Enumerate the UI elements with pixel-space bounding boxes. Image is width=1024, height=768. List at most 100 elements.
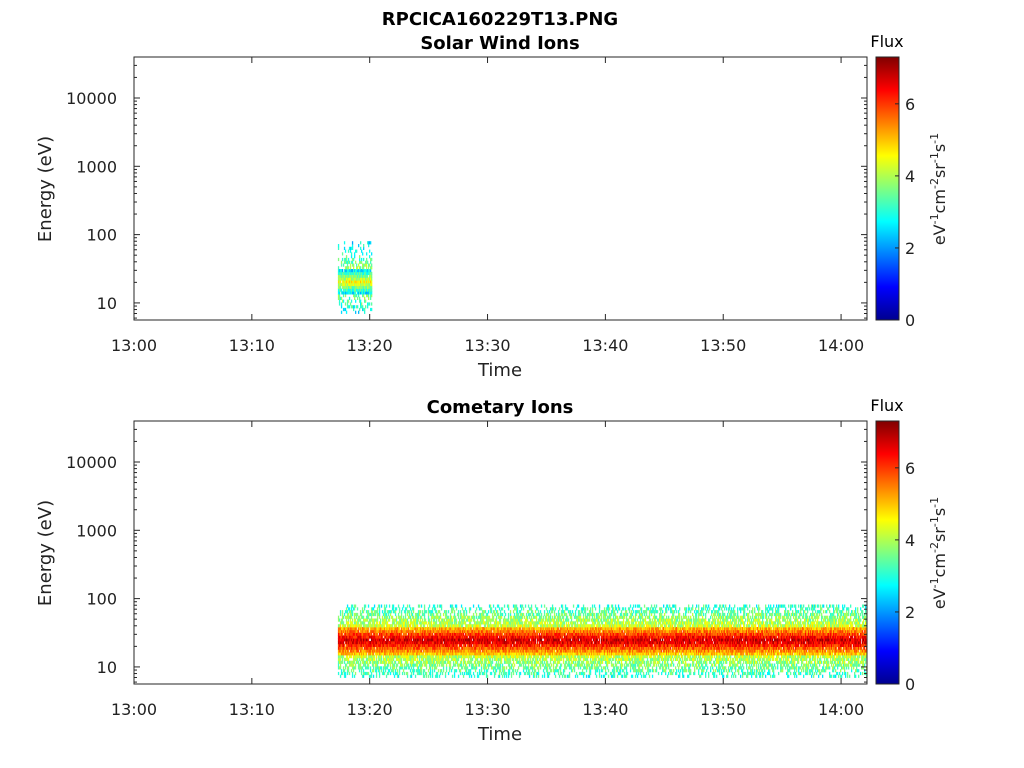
flux-cell <box>551 624 554 628</box>
flux-cell <box>474 624 477 628</box>
flux-cell <box>433 669 436 673</box>
flux-cell <box>530 660 533 664</box>
flux-cell <box>358 627 361 631</box>
flux-cell <box>487 618 490 622</box>
flux-cell <box>448 669 451 673</box>
flux-cell <box>444 674 447 678</box>
flux-cell <box>360 277 362 281</box>
flux-cell <box>404 638 407 642</box>
flux-cell <box>337 657 340 661</box>
flux-cell <box>450 635 453 639</box>
flux-cell <box>412 671 415 676</box>
flux-cell <box>433 643 436 647</box>
flux-cell <box>353 285 355 289</box>
flux-cell <box>473 635 476 639</box>
flux-cell <box>346 624 349 628</box>
flux-cell <box>428 618 431 622</box>
flux-cell <box>361 282 363 287</box>
flux-cell <box>366 641 369 645</box>
flux-cell <box>382 649 385 653</box>
flux-cell <box>338 629 341 633</box>
flux-cell <box>503 627 506 631</box>
flux-cell <box>512 610 515 614</box>
flux-cell <box>515 660 518 664</box>
flux-cell <box>486 635 489 639</box>
flux-cell <box>361 260 363 264</box>
flux-cell <box>460 635 463 639</box>
flux-cell <box>540 624 543 628</box>
flux-cell <box>546 666 549 670</box>
flux-cell <box>409 621 412 625</box>
flux-cell <box>423 618 426 622</box>
flux-cell <box>472 643 475 647</box>
flux-cell <box>392 629 395 633</box>
flux-cell <box>504 652 507 656</box>
flux-cell <box>432 615 435 619</box>
flux-cell <box>543 632 546 636</box>
flux-cell <box>395 671 398 676</box>
flux-cell <box>343 271 346 275</box>
flux-cell <box>543 660 546 664</box>
flux-cell <box>550 649 553 653</box>
flux-cell <box>342 285 345 289</box>
flux-cell <box>354 280 356 284</box>
flux-cell <box>374 666 377 670</box>
flux-cell <box>459 649 462 653</box>
flux-cell <box>352 635 355 639</box>
flux-cell <box>339 271 342 275</box>
flux-cell <box>475 624 478 628</box>
flux-cell <box>404 646 407 650</box>
flux-cell <box>472 612 475 617</box>
flux-cell <box>501 674 504 678</box>
flux-cell <box>468 632 471 636</box>
flux-cell <box>426 629 429 633</box>
flux-cell <box>349 610 352 614</box>
flux-cell <box>454 624 457 628</box>
flux-cell <box>368 296 370 300</box>
flux-cell <box>346 671 349 676</box>
flux-cell <box>561 635 564 639</box>
flux-cell <box>439 649 442 653</box>
flux-cell <box>357 638 360 642</box>
flux-cell <box>340 652 343 656</box>
flux-cell <box>489 629 492 633</box>
flux-cell <box>353 629 356 633</box>
flux-cell <box>448 638 451 642</box>
flux-cell <box>459 641 462 645</box>
flux-cell <box>350 274 353 278</box>
flux-cell <box>497 666 500 670</box>
flux-cell <box>404 635 407 639</box>
flux-cell <box>499 615 502 619</box>
flux-cell <box>552 649 555 653</box>
flux-cell <box>522 624 525 628</box>
flux-cell <box>409 669 412 673</box>
flux-cell <box>358 294 360 298</box>
flux-cell <box>425 671 428 676</box>
flux-cell <box>355 294 357 298</box>
flux-cell <box>370 282 372 287</box>
flux-cell <box>353 627 356 631</box>
flux-cell <box>460 649 463 653</box>
flux-cell <box>549 641 552 645</box>
flux-cell <box>521 629 524 633</box>
flux-cell <box>419 624 422 628</box>
flux-cell <box>368 652 371 656</box>
flux-cell <box>361 288 363 292</box>
flux-cell <box>468 663 471 667</box>
flux-cell <box>345 663 348 667</box>
flux-cell <box>474 660 477 664</box>
flux-cell <box>351 618 354 622</box>
flux-cell <box>556 655 559 659</box>
flux-cell <box>565 607 568 611</box>
flux-cell <box>566 652 569 656</box>
flux-cell <box>508 652 511 656</box>
flux-cell <box>375 643 378 647</box>
flux-cell <box>531 638 534 642</box>
flux-cell <box>545 635 548 639</box>
flux-cell <box>556 624 559 628</box>
flux-cell <box>422 655 425 659</box>
flux-cell <box>526 643 529 647</box>
flux-cell <box>481 632 484 636</box>
flux-cell <box>353 294 355 298</box>
flux-cell <box>393 610 396 614</box>
